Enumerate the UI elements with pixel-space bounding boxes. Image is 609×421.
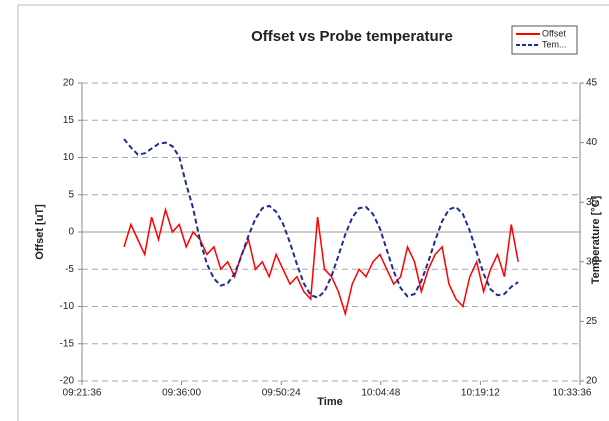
x-tick-label: 10:19:12 [461, 388, 500, 399]
x-tick-label: 09:36:00 [162, 388, 201, 399]
x-axis-label: Time [317, 396, 342, 408]
y2-tick-label: 35 [586, 197, 598, 208]
y2-tick-label: 40 [586, 137, 598, 148]
x-tick-label: 09:21:36 [63, 388, 102, 399]
y-tick-label: 5 [68, 189, 74, 200]
y-tick-label: -5 [65, 264, 74, 275]
series-line [123, 138, 519, 299]
y-tick-label: -10 [60, 301, 75, 312]
x-tick-label: 09:50:24 [262, 388, 301, 399]
x-tick-label: 10:04:48 [361, 388, 400, 399]
y2-tick-label: 30 [586, 256, 598, 267]
y-tick-label: -15 [60, 338, 75, 349]
x-tick-label: 10:33:36 [553, 388, 592, 399]
y-axis-label: Offset [uT] [34, 204, 46, 260]
y-tick-label: 0 [68, 227, 74, 238]
series-line [123, 206, 519, 317]
y-tick-label: 10 [63, 152, 75, 163]
y2-tick-label: 45 [586, 78, 598, 89]
legend-label: Offset [542, 28, 566, 38]
legend-box [511, 25, 578, 55]
y2-tick-label: 20 [586, 376, 598, 387]
y2-tick-label: 25 [586, 316, 598, 327]
y-tick-label: -20 [60, 376, 75, 387]
y2-axis-label: Temperature [°C] [590, 195, 602, 284]
y-tick-label: 20 [63, 78, 75, 89]
chart-title: Offset vs Probe temperature [251, 28, 453, 45]
y-tick-label: 15 [63, 115, 75, 126]
legend-label: Tem... [542, 39, 567, 49]
